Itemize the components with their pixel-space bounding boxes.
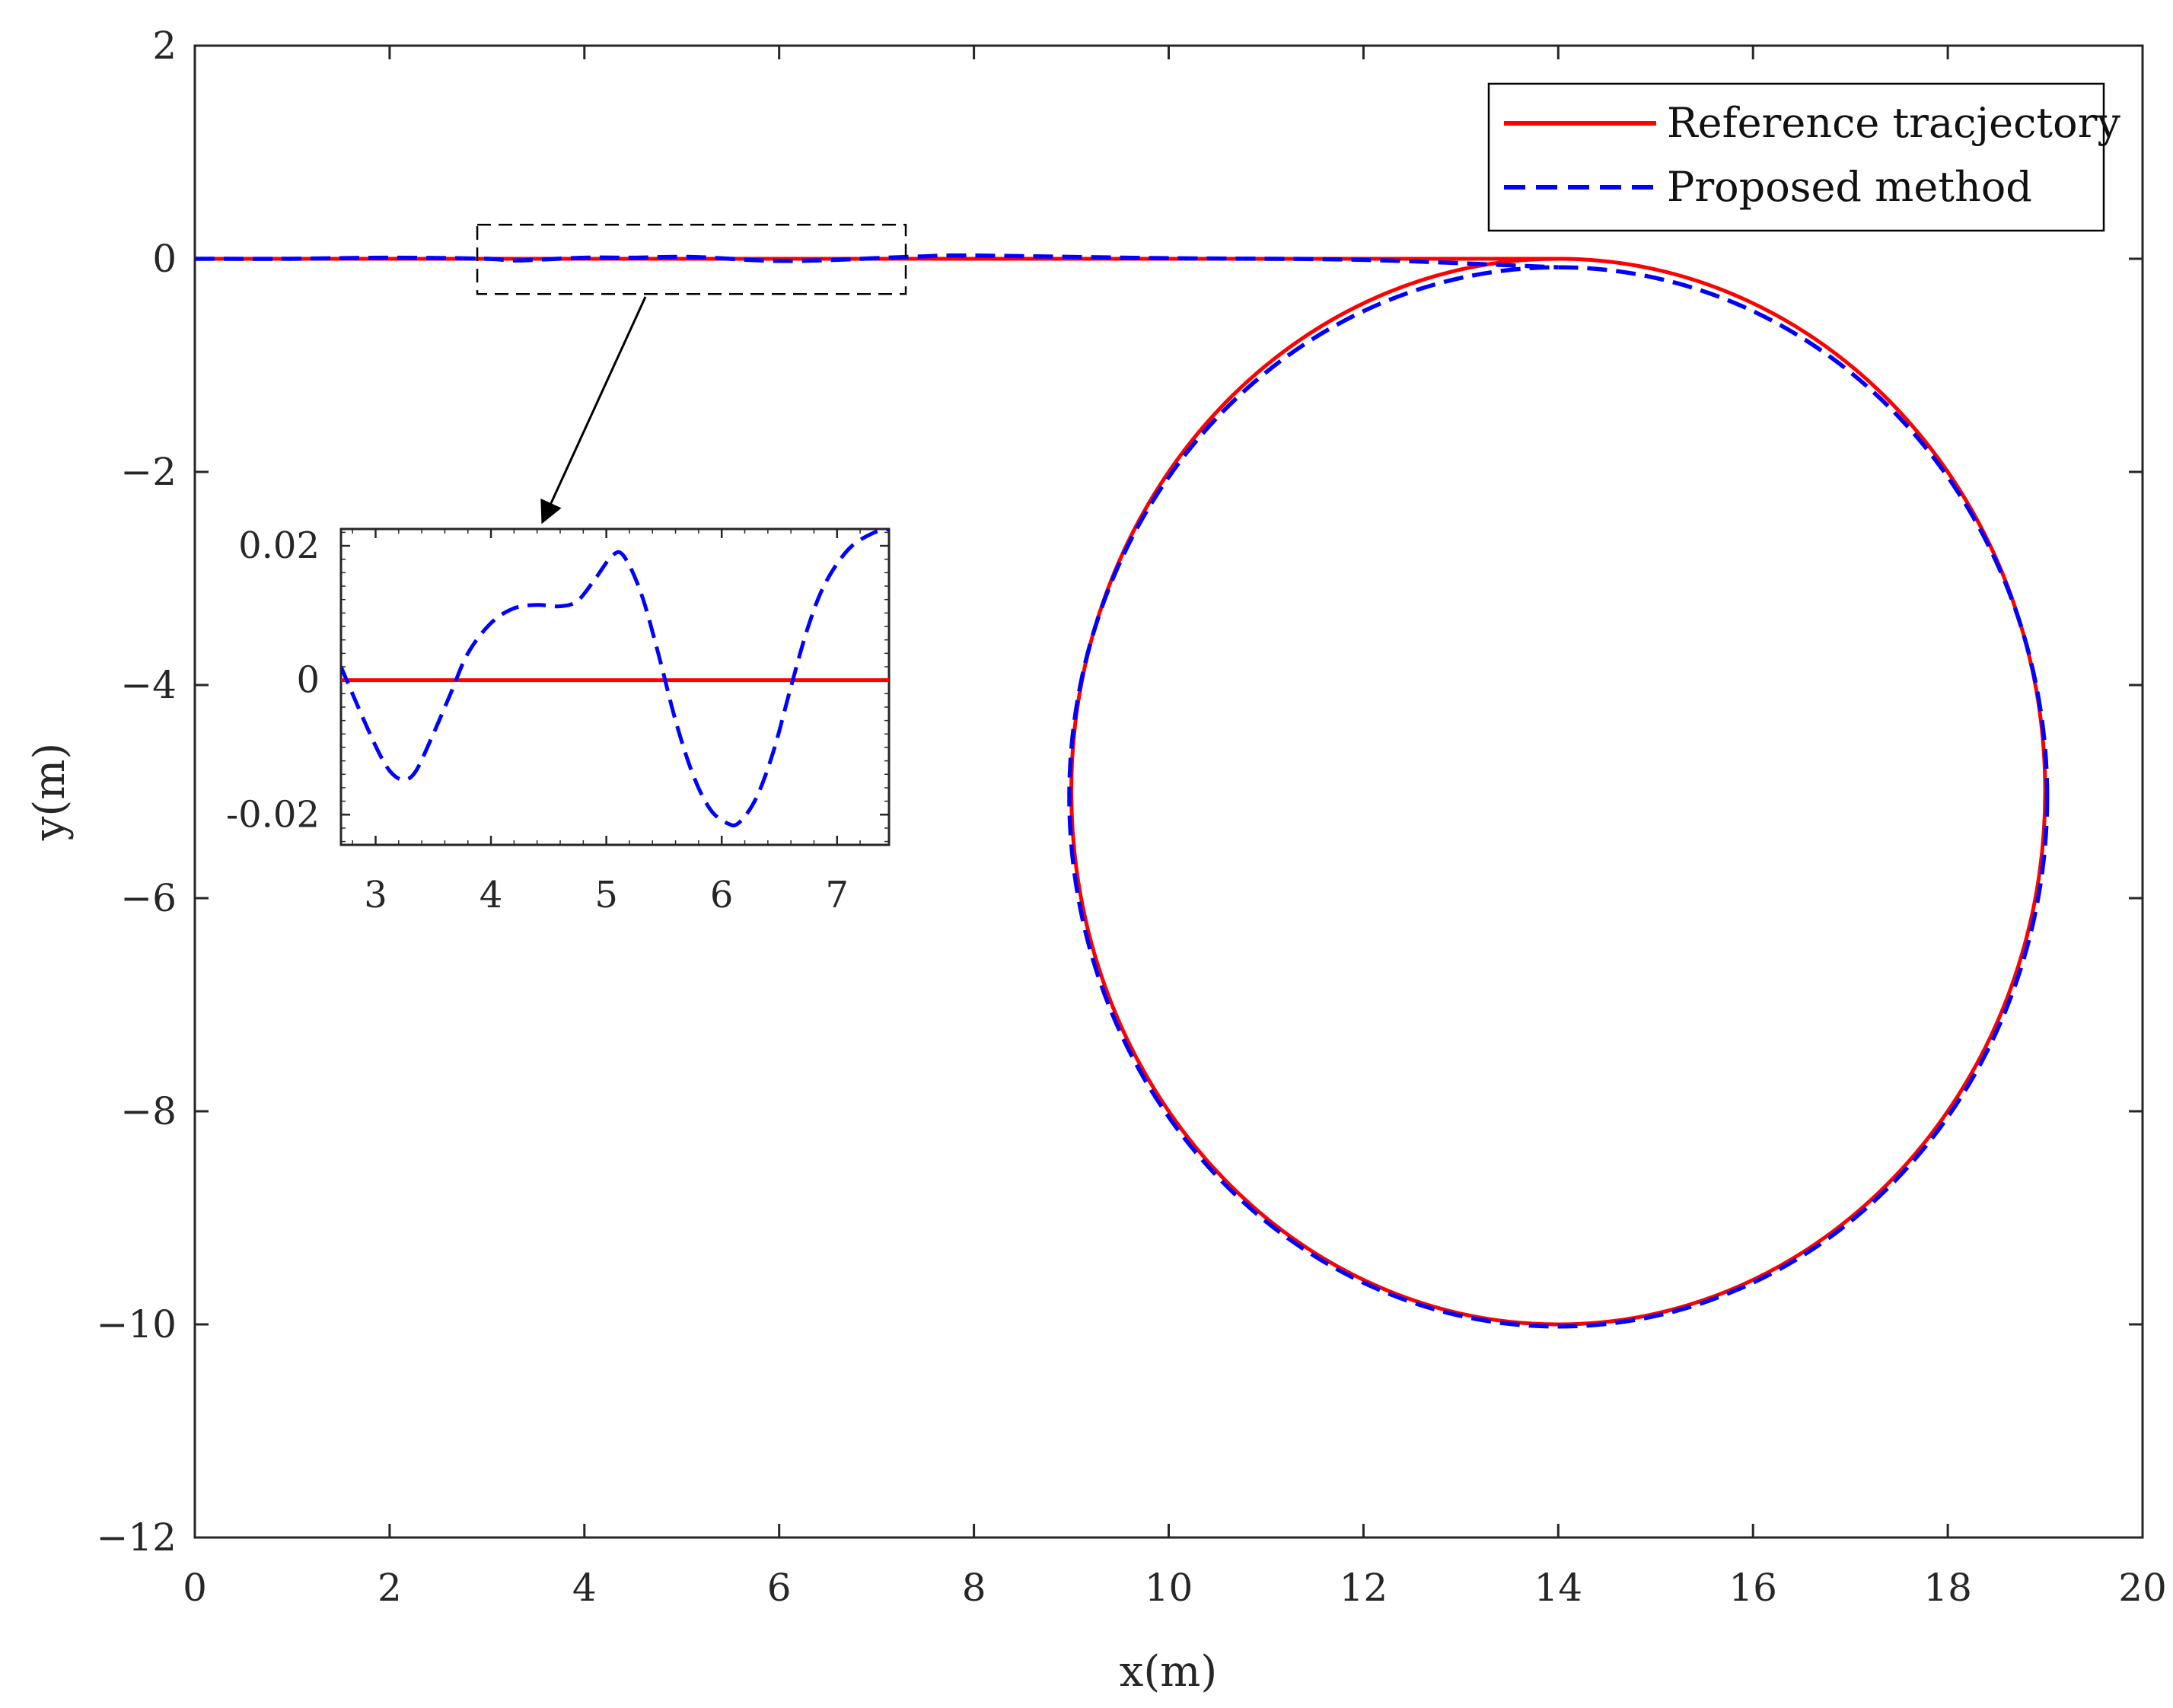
- inset-x-tick-label: 4: [480, 874, 503, 916]
- series-proposed-circle: [1067, 265, 2050, 1329]
- x-tick-label: 0: [183, 1566, 207, 1610]
- inset-y-tick-label: -0.02: [226, 793, 320, 836]
- y-tick-labels: 2 0 −2 −4 −6 −8 −10 −12: [96, 24, 177, 1560]
- x-tick-label: 2: [378, 1566, 402, 1610]
- inset-x-tick-label: 6: [710, 874, 734, 916]
- x-tick-label: 12: [1340, 1566, 1388, 1610]
- inset-series-group: [341, 529, 889, 827]
- legend-label-proposed: Proposed method: [1667, 163, 2032, 211]
- y-tick-label: 2: [152, 24, 177, 68]
- inset-y-tick-labels: 0.02 0 -0.02: [226, 524, 320, 836]
- inset-x-tick-label: 3: [364, 874, 387, 916]
- zoom-arrow: [540, 296, 647, 524]
- inset-y-tick-label: 0.02: [238, 524, 320, 567]
- y-tick-label: 0: [152, 237, 177, 281]
- x-axis-label: x(m): [1120, 1647, 1217, 1697]
- inset-series-proposed: [341, 529, 889, 827]
- x-tick-label: 18: [1923, 1566, 1972, 1610]
- y-tick-label: −4: [120, 663, 177, 707]
- y-tick-label: −12: [96, 1515, 177, 1560]
- x-tick-label: 14: [1534, 1566, 1582, 1610]
- series-proposed-line: [195, 253, 1559, 269]
- legend: Reference tracjectory Proposed method: [1487, 82, 2120, 232]
- zoom-region-box: [476, 223, 907, 295]
- x-tick-label: 6: [767, 1566, 792, 1610]
- x-tick-label: 4: [572, 1566, 597, 1610]
- x-tick-label: 20: [2118, 1566, 2167, 1610]
- inset-y-tick-label: 0: [296, 659, 320, 702]
- y-tick-label: −10: [96, 1302, 177, 1346]
- y-tick-label: −6: [120, 876, 177, 920]
- main-series-group: [195, 253, 2050, 1329]
- legend-box: [1487, 82, 2105, 232]
- inset-plot-frame: [339, 527, 891, 846]
- x-tick-labels: 0 2 4 6 8 10 12 14 16 18 20: [183, 1566, 2167, 1610]
- legend-label-reference: Reference tracjectory: [1667, 99, 2120, 147]
- x-tick-label: 16: [1729, 1566, 1777, 1610]
- y-axis-label: y(m): [25, 743, 75, 841]
- inset-x-tick-label: 7: [826, 874, 849, 916]
- inset-x-tick-label: 5: [594, 874, 618, 916]
- main-axis-ticks: [193, 44, 2144, 1539]
- x-tick-label: 8: [962, 1566, 986, 1610]
- x-tick-label: 10: [1145, 1566, 1193, 1610]
- y-tick-label: −2: [120, 450, 177, 494]
- y-tick-label: −8: [120, 1089, 177, 1133]
- inset-x-tick-labels: 3 4 5 6 7: [364, 874, 849, 916]
